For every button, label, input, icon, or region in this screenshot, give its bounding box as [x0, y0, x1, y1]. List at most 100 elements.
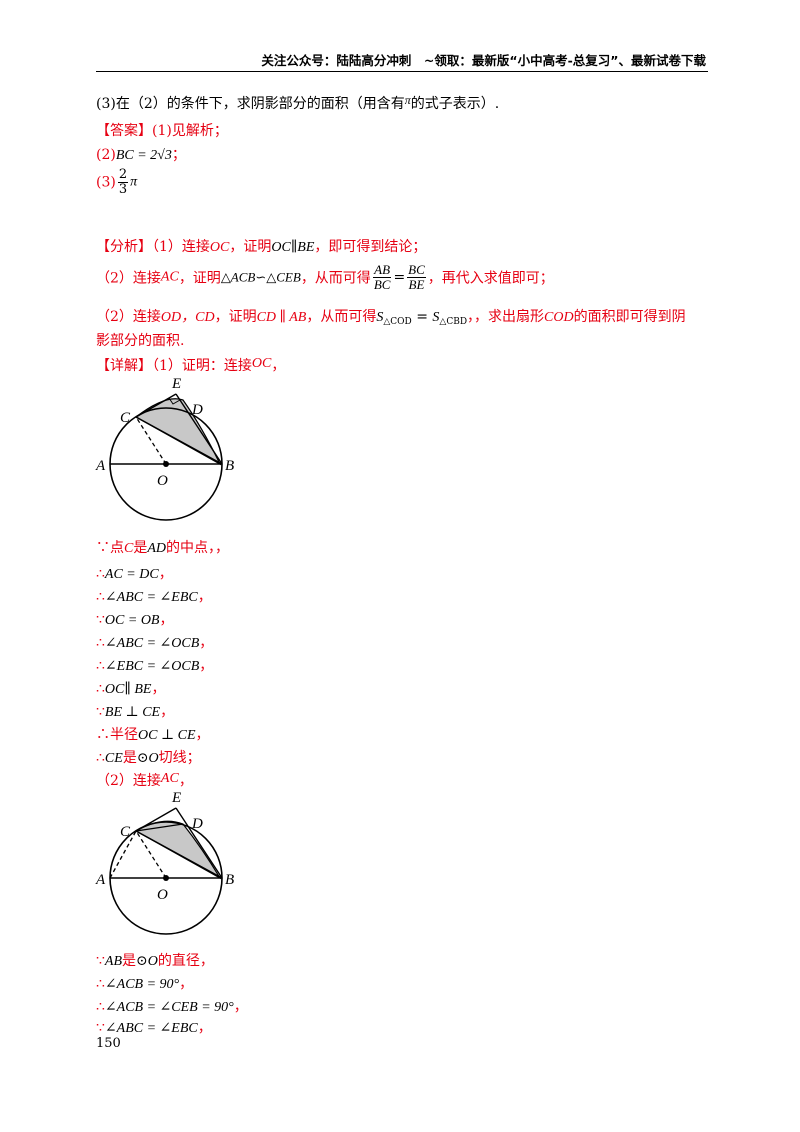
detail-text: ， [160, 704, 175, 720]
label-b: B [225, 458, 234, 474]
geometry-figure-1: E C D A O B [95, 376, 234, 521]
detail-math: OC = OB [104, 613, 160, 628]
detail-step-6: ∴∠EBC = ∠OCB， [96, 655, 213, 675]
header-rule [96, 71, 708, 72]
detail-math: AC [160, 771, 179, 786]
detail-math: OC ⊥ CE [138, 728, 196, 743]
because-symbol: ∵ [96, 612, 105, 628]
analysis-math: OC∥BE [271, 240, 315, 255]
question-3-pi: π [404, 93, 411, 107]
label-b: B [225, 872, 234, 888]
label-e: E [171, 376, 181, 392]
fraction-denominator: BC [373, 277, 391, 292]
label-c: C [120, 410, 131, 426]
analysis-subscript: △COD [383, 317, 412, 327]
detail-text: ， [178, 773, 193, 789]
analysis-math: CD ∥ AB [256, 310, 307, 325]
label-o: O [157, 473, 168, 489]
analysis-math: OD，CD [160, 310, 215, 325]
label-e: E [171, 790, 181, 806]
analysis-text: ，，求出扇形 [467, 309, 545, 325]
analysis-text: ，从而可得 [306, 309, 377, 325]
detail-math: CE [104, 751, 123, 766]
analysis-line-4: 影部分的面积. [96, 333, 185, 349]
therefore-symbol: ∴ [96, 589, 105, 605]
answer-line-2: (2)BC = 2√3； [96, 144, 186, 164]
answer-1: (1)见解析； [152, 123, 228, 139]
detail-text: ∴半径 [96, 727, 138, 743]
therefore-symbol: ∴ [96, 635, 105, 651]
detail-math: ∠ABC = ∠EBC [104, 590, 198, 605]
therefore-symbol: ∴ [96, 658, 105, 674]
detail-math: ∠ABC = ∠OCB [104, 636, 200, 651]
detail-step-14: ∵∠ABC = ∠EBC， [96, 1017, 212, 1037]
answer-3-prefix: (3) [96, 174, 116, 191]
analysis-fraction-2: BC BE [407, 263, 426, 292]
detail-text: ， [159, 612, 174, 628]
therefore-symbol: ∴ [96, 750, 105, 766]
detail-intro: 【详解】（1）证明：连接OC， [96, 355, 285, 375]
because-symbol: ∵ [96, 704, 105, 720]
segment-cd [135, 823, 184, 832]
detail-text: （1）证明：连接 [152, 358, 252, 374]
detail-text: ， [197, 589, 212, 605]
therefore-symbol: ∴ [96, 976, 105, 992]
detail-step-7: ∴OC∥ BE， [96, 678, 165, 698]
detail-step-5: ∴∠ABC = ∠OCB， [96, 632, 213, 652]
segment-cb [135, 830, 223, 879]
detail-text: ， [199, 658, 214, 674]
segment-cb [135, 416, 223, 465]
label-d: D [191, 402, 203, 418]
question-3-prefix: (3)在（2）的条件下，求阴影部分的面积（用含有 [96, 96, 405, 112]
page-header: 关注公众号：陆陆高分冲刺 ~领取：最新版“小中高考-总复习”、最新试卷下载 [261, 53, 706, 68]
detail-math: ⊙O [136, 751, 159, 766]
detail-text: 的中点，， [166, 540, 230, 556]
detail-math: ∠EBC = ∠OCB [104, 659, 200, 674]
detail-math: ∠ACB = ∠CEB = 90° [104, 1000, 234, 1015]
detail-text: ， [179, 976, 194, 992]
answer-3-numerator: 2 [117, 167, 129, 183]
detail-step-4: ∵OC = OB， [96, 609, 173, 629]
answer-2-math: BC = 2√3 [115, 148, 172, 163]
analysis-math: COD [544, 310, 574, 325]
analysis-math: S [432, 310, 440, 325]
segment-eb [175, 807, 223, 879]
detail-text: ， [158, 566, 173, 582]
analysis-text: ，证明 [214, 309, 257, 325]
analysis-text: ，证明 [229, 239, 272, 255]
detail-text: ， [271, 358, 286, 374]
detail-text: （2）连接 [96, 773, 161, 789]
detail-part-2: （2）连接AC， [96, 770, 193, 790]
analysis-line-2: （2）连接AC，证明△ACB∽△CEB，从而可得 AB BC = BC BE ，再代入求值即… [96, 263, 554, 292]
label-c: C [120, 824, 131, 840]
segment-ac-dashed [109, 830, 137, 879]
label-a: A [95, 872, 106, 888]
detail-text: ∵点 [96, 540, 124, 556]
analysis-text: 的面积即可得到阴 [573, 309, 686, 325]
answer-label: 【答案】 [96, 123, 152, 139]
because-symbol: ∵ [96, 1020, 105, 1036]
therefore-symbol: ∴ [96, 999, 105, 1015]
analysis-text: ，再代入求值即可； [427, 270, 554, 287]
page-number: 150 [96, 1036, 121, 1051]
detail-math: C [124, 541, 134, 556]
analysis-line-1: 【分析】（1）连接OC，证明OC∥BE，即可得到结论； [96, 236, 426, 256]
detail-step-10: ∴CE是⊙O切线； [96, 747, 201, 767]
equals-sign: = [393, 269, 406, 286]
center-point-o [163, 461, 169, 467]
detail-math: BE ⊥ CE [104, 705, 161, 720]
equals-sign: = [411, 309, 433, 325]
right-angle-mark [168, 397, 181, 405]
segment-ce [135, 807, 177, 832]
label-a: A [95, 458, 106, 474]
analysis-math: OC [209, 240, 230, 255]
geometry-figure-2: E C D A O B [95, 790, 234, 935]
analysis-math: AC [160, 269, 179, 285]
segment-eb [175, 393, 223, 465]
fraction-numerator: AB [372, 262, 392, 278]
detail-step-1: ∵点C是AD的中点，， [96, 537, 229, 557]
answer-2-prefix: (2) [96, 147, 116, 163]
detail-text: 是 [122, 953, 137, 969]
detail-text: ， [151, 681, 166, 697]
therefore-symbol: ∴ [96, 681, 105, 697]
